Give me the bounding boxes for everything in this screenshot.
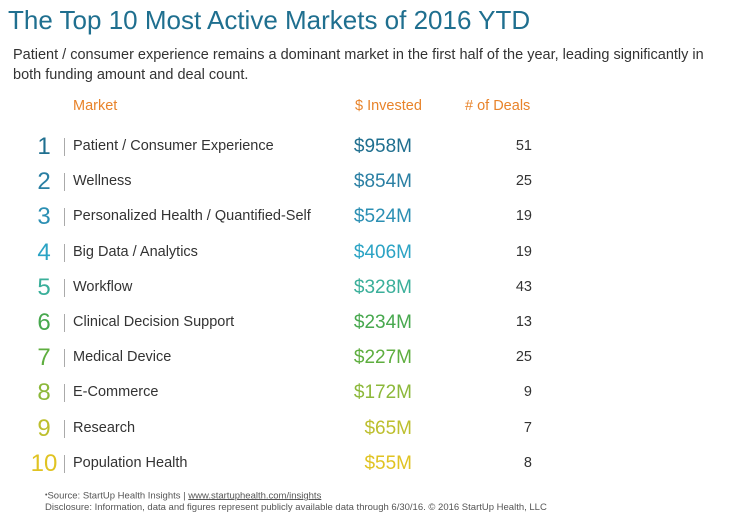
rank-number: 3 <box>37 203 51 231</box>
row-divider <box>64 314 65 332</box>
table-row: 10 Population Health $55M 8 <box>0 446 750 481</box>
deal-count: 7 <box>523 419 532 436</box>
market-name: Patient / Consumer Experience <box>73 138 274 154</box>
source-line: •Source: StartUp Health Insights | www.s… <box>45 490 547 502</box>
rank-number: 9 <box>37 414 51 442</box>
deal-count: 13 <box>515 314 532 330</box>
table-row: 6 Clinical Decision Support $234M 13 <box>0 305 750 340</box>
deal-count: 8 <box>523 454 532 471</box>
rank-number: 8 <box>37 379 51 407</box>
deal-count: 43 <box>515 278 532 295</box>
row-divider <box>64 138 65 156</box>
invested-amount: $524M <box>353 206 412 228</box>
market-name: Clinical Decision Support <box>73 314 235 330</box>
invested-amount: $854M <box>353 171 412 193</box>
market-name: Research <box>73 419 136 436</box>
deal-count: 19 <box>515 208 532 225</box>
page-title: The Top 10 Most Active Markets of 2016 Y… <box>8 5 531 35</box>
source-link[interactable]: www.startuphealth.com/insights <box>188 490 322 502</box>
rank-number: 2 <box>37 168 51 196</box>
deal-count: 25 <box>515 173 532 190</box>
row-divider <box>64 208 65 227</box>
rank-number: 6 <box>37 309 51 336</box>
invested-amount: $172M <box>353 382 412 404</box>
row-divider <box>64 278 65 297</box>
footer: •Source: StartUp Health Insights | www.s… <box>45 490 547 513</box>
market-name: Workflow <box>73 278 133 295</box>
table-row: 7 Medical Device $227M 25 <box>0 340 750 375</box>
market-name: E-Commerce <box>73 384 159 401</box>
rank-number: 10 <box>30 449 58 477</box>
market-name: Personalized Health / Quantified-Self <box>73 208 311 225</box>
row-divider <box>64 419 65 438</box>
invested-amount: $234M <box>353 312 412 333</box>
source-text: Source: StartUp Health Insights | <box>47 490 189 502</box>
table-row: 4 Big Data / Analytics $406M 19 <box>0 235 750 270</box>
deal-count: 25 <box>515 349 532 366</box>
deal-count: 19 <box>515 243 532 260</box>
row-divider <box>64 384 65 403</box>
deal-count: 9 <box>523 384 532 401</box>
invested-amount: $55M <box>364 452 412 474</box>
market-name: Medical Device <box>73 349 172 366</box>
invested-amount: $227M <box>353 347 412 369</box>
disclosure-text: Disclosure: Information, data and figure… <box>45 501 547 513</box>
invested-amount: $958M <box>353 136 412 157</box>
rank-number: 4 <box>37 238 51 266</box>
deal-count: 51 <box>515 138 532 154</box>
market-name: Big Data / Analytics <box>73 243 198 260</box>
rank-number: 5 <box>37 273 51 301</box>
row-divider <box>64 243 65 262</box>
table-row: 9 Research $65M 7 <box>0 411 750 446</box>
market-name: Wellness <box>73 173 132 190</box>
table-row: 2 Wellness $854M 25 <box>0 164 750 199</box>
table-row: 8 E-Commerce $172M 9 <box>0 375 750 410</box>
invested-amount: $328M <box>353 276 412 298</box>
deals-column-header: # of Deals <box>465 98 531 114</box>
invested-amount: $406M <box>353 241 412 263</box>
rank-number: 1 <box>37 133 51 160</box>
market-column-header: Market <box>73 98 118 114</box>
invested-column-header: $ Invested <box>355 98 422 114</box>
row-divider <box>64 349 65 368</box>
market-name: Population Health <box>73 454 188 471</box>
table-row: 1 Patient / Consumer Experience $958M 51 <box>0 129 750 164</box>
row-divider <box>64 454 65 473</box>
table-row: 3 Personalized Health / Quantified-Self $5… <box>0 199 750 234</box>
table-row: 5 Workflow $328M 43 <box>0 270 750 305</box>
subtitle: Patient / consumer experience remains a … <box>13 47 704 83</box>
invested-amount: $65M <box>364 417 412 439</box>
bullet-icon: • <box>45 492 48 499</box>
row-divider <box>64 173 65 192</box>
rank-number: 7 <box>37 344 51 372</box>
